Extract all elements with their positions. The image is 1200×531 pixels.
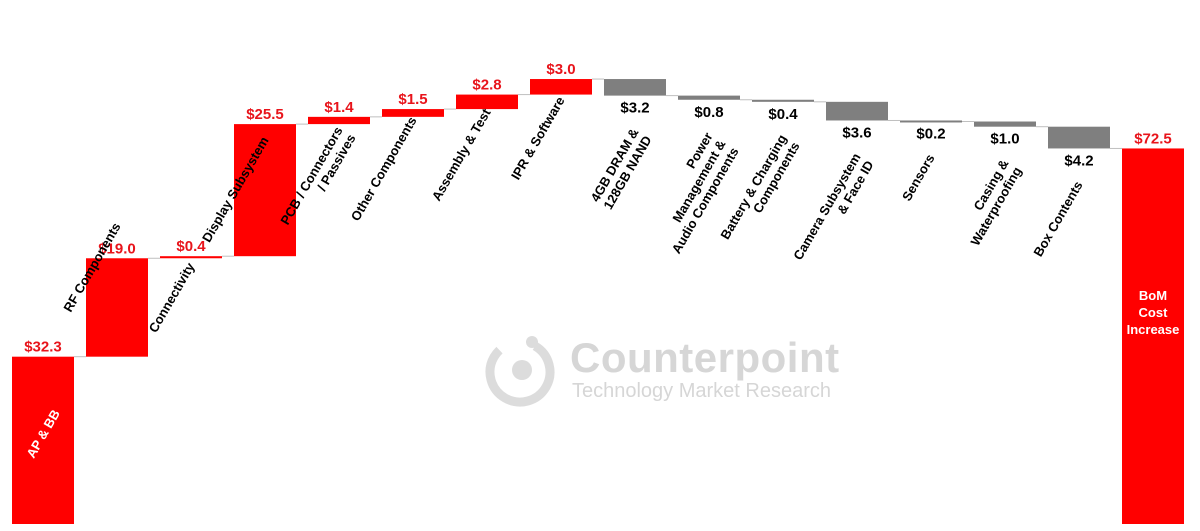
bar-11 xyxy=(826,101,888,121)
bar-4 xyxy=(308,116,370,125)
watermark-tagline: Technology Market Research xyxy=(572,380,832,402)
bar-12 xyxy=(900,120,962,123)
category-label-line: Connectivity xyxy=(146,259,198,335)
value-label-9: $0.8 xyxy=(694,104,723,121)
category-label-13: Casing &Waterproofing xyxy=(967,157,1024,249)
bar-0 xyxy=(12,356,74,524)
value-label-7: $3.0 xyxy=(546,61,575,78)
bar-9 xyxy=(678,95,740,100)
category-label-line: Sensors xyxy=(899,152,938,204)
category-label-line: Box Contents xyxy=(1030,178,1085,259)
value-label-5: $1.5 xyxy=(398,91,427,108)
category-label-15: Cost xyxy=(1139,305,1169,320)
category-label-14: Box Contents xyxy=(1030,178,1085,259)
bar-8 xyxy=(604,79,666,96)
bar-14 xyxy=(1048,126,1110,149)
category-label-line: Assembly & Test xyxy=(429,105,494,203)
category-label-6: Assembly & Test xyxy=(429,105,494,203)
value-label-11: $3.6 xyxy=(842,124,871,141)
value-label-15: $72.5 xyxy=(1134,130,1172,147)
counterpoint-logo-icon xyxy=(485,336,555,407)
category-label-8: 4GB DRAM &128GB NAND xyxy=(587,126,654,212)
value-label-1: $19.0 xyxy=(98,240,136,257)
value-label-14: $4.2 xyxy=(1064,152,1093,169)
connector-lines xyxy=(74,78,1122,358)
value-label-8: $3.2 xyxy=(620,100,649,117)
value-label-12: $0.2 xyxy=(916,126,945,143)
value-label-13: $1.0 xyxy=(990,131,1019,148)
bar-2 xyxy=(160,256,222,259)
value-labels: $32.3 $19.0 $0.4 $25.5 $1.4 $1.5 $2.8 $3.0 $3.2 $… xyxy=(24,61,1172,356)
bar-6 xyxy=(456,94,518,110)
bar-10 xyxy=(752,99,814,102)
watermark-name: Counterpoint xyxy=(570,334,840,381)
category-label-12: Sensors xyxy=(899,152,938,204)
bar-3 xyxy=(234,124,296,257)
category-label-5: Other Components xyxy=(348,114,420,223)
value-label-6: $2.8 xyxy=(472,77,501,94)
value-label-10: $0.4 xyxy=(768,106,798,123)
category-label-2: Connectivity xyxy=(146,259,198,335)
bar-15 xyxy=(1122,148,1184,524)
bar-13 xyxy=(974,121,1036,127)
category-label-11: Camera Subsystem& Face ID xyxy=(790,150,876,262)
bar-1 xyxy=(86,258,148,357)
bar-5 xyxy=(382,109,444,117)
value-label-3: $25.5 xyxy=(246,106,284,123)
value-label-0: $32.3 xyxy=(24,339,62,356)
category-label-15: Increase xyxy=(1127,322,1180,337)
bars xyxy=(12,79,1184,524)
value-label-2: $0.4 xyxy=(176,238,206,255)
category-label-line: Other Components xyxy=(348,114,420,223)
value-label-4: $1.4 xyxy=(324,99,354,116)
category-label-15: BoM xyxy=(1139,288,1167,303)
bar-7 xyxy=(530,79,592,95)
watermark: Counterpoint Technology Market Research xyxy=(482,330,882,410)
